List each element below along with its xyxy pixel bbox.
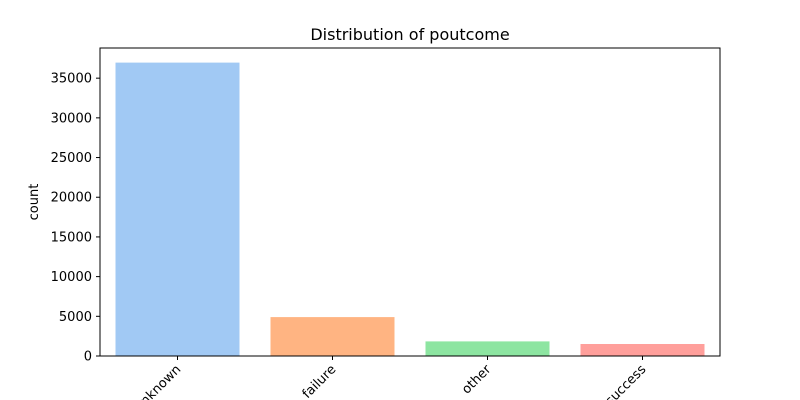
- y-tick-label: 25000: [51, 151, 92, 166]
- y-tick-label: 10000: [51, 270, 92, 285]
- bar-success: [580, 344, 705, 356]
- bar-other: [425, 341, 550, 356]
- bar-failure: [270, 317, 395, 356]
- chart-title: Distribution of poutcome: [310, 25, 509, 44]
- y-axis-label: count: [27, 184, 42, 221]
- y-tick-label: 35000: [51, 72, 92, 87]
- x-tick-label: other: [459, 362, 495, 398]
- y-tick-label: 0: [84, 350, 92, 365]
- y-tick-label: 5000: [59, 310, 92, 325]
- x-tick-label: success: [603, 362, 650, 400]
- x-tick-label: unknown: [132, 362, 184, 400]
- y-tick-label: 30000: [51, 111, 92, 126]
- plot-frame: [99, 47, 721, 357]
- y-tick-label: 20000: [51, 191, 92, 206]
- y-tick-label: 15000: [51, 230, 92, 245]
- x-axis-ticks: unknown failure other success: [132, 356, 650, 400]
- bars-group: [115, 62, 705, 356]
- bar-unknown: [115, 62, 240, 356]
- x-tick-label: failure: [300, 362, 340, 400]
- y-axis-ticks: 0 5000 10000 15000 20000 25000 30000 35000: [51, 72, 100, 365]
